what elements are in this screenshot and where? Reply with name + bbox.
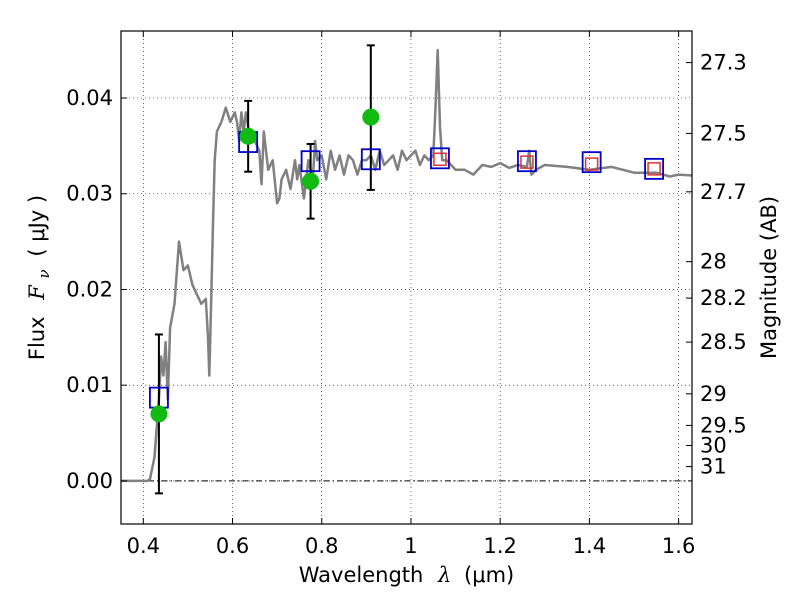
nir-marker [433, 152, 447, 167]
nir-marker [584, 157, 599, 171]
x-tick-label: 1.4 [573, 534, 606, 558]
x-axis-label-unit: (μm) [464, 563, 514, 587]
y-tick-label: 0.01 [66, 373, 113, 397]
y-axis-label-unit: ( μJy ) [25, 195, 49, 257]
y2-tick-label: 29.5 [700, 413, 747, 437]
nir-marker [520, 155, 534, 169]
x-tick-label: 1.2 [483, 534, 516, 558]
x-axis-label-symbol: λ [437, 563, 451, 587]
y2-tick-label: 28 [700, 250, 727, 274]
model-bandpass-marker [430, 147, 450, 170]
y-tick-label: 0.03 [66, 182, 113, 206]
plot-frame [120, 30, 693, 525]
model-bandpass-marker [360, 148, 381, 171]
y2-tick-label: 30 [700, 434, 727, 458]
observed-flux-marker [362, 108, 380, 126]
y-axis-label-symbol: F [25, 284, 49, 301]
y2-tick-label: 27.7 [700, 180, 747, 204]
x-tick-label: 1.6 [662, 534, 695, 558]
model-bandpass-marker [644, 157, 664, 180]
y-axis-label-subscript: ν [35, 269, 53, 278]
x-axis-label: Wavelength λ (μm) [299, 563, 514, 587]
y2-tick-label: 27.3 [700, 51, 747, 75]
y2-tick-label: 29 [700, 382, 727, 406]
x-tick-label: 0.4 [127, 534, 160, 558]
model-bandpass-marker [300, 150, 321, 173]
model-bandpass-marker [517, 150, 537, 173]
y2-tick-label: 28.2 [700, 286, 747, 310]
data-markers [149, 108, 664, 423]
y2-tick-label: 28.5 [700, 330, 747, 354]
model-spectrum-line [121, 48, 693, 483]
axis-ticks: 0.4 0.6 0.8 1 1.2 1.4 1.6 0.00 0.01 0.02 0.03 0.04 2… [66, 31, 747, 558]
y-tick-label: 0.04 [66, 86, 113, 110]
y2-axis-label: Magnitude (AB) [757, 196, 781, 359]
y-tick-label: 0.00 [66, 469, 113, 493]
y-tick-label: 0.02 [66, 277, 113, 301]
nir-marker [647, 162, 661, 176]
x-tick-label: 0.6 [216, 534, 249, 558]
observed-flux-marker [239, 127, 257, 145]
y2-tick-label: 31 [700, 455, 727, 479]
model-spectrum [121, 48, 693, 483]
model-bandpass-marker [581, 151, 602, 174]
observed-flux-marker [150, 405, 168, 423]
x-axis-label-prefix: Wavelength [299, 563, 424, 587]
observed-flux-marker [302, 172, 320, 190]
y2-tick-label: 27.5 [700, 121, 747, 145]
grid-lines [121, 31, 692, 524]
x-tick-label: 1 [404, 534, 417, 558]
y-axis-label: Flux F ν ( μJy ) [25, 195, 54, 360]
y-axis-label-prefix: Flux [25, 316, 49, 360]
x-tick-label: 0.8 [305, 534, 338, 558]
